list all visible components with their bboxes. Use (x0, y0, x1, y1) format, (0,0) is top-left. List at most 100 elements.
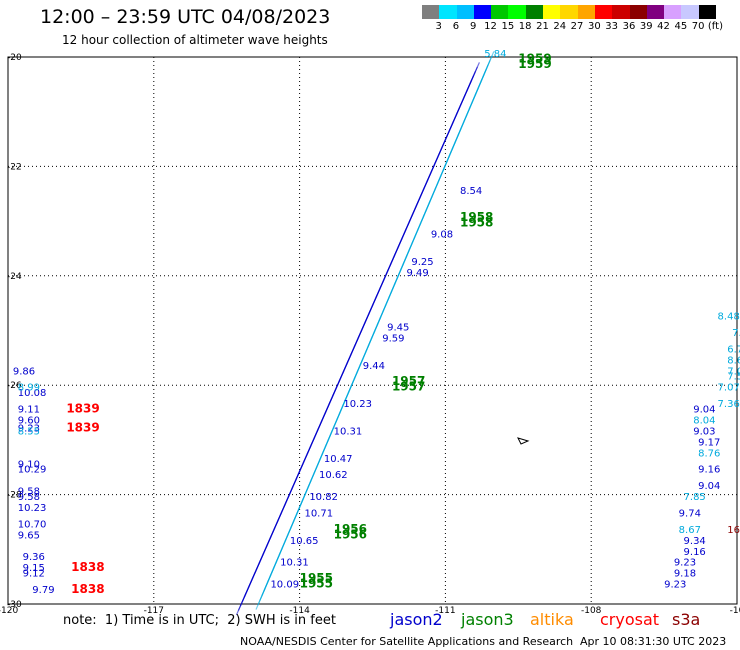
legend-altika: altika (530, 610, 574, 629)
data-point-label-jason2: 9.11 (18, 405, 40, 416)
chart-subtitle: 12 hour collection of altimeter wave hei… (62, 33, 328, 47)
data-point-label-jason2: 10.31 (280, 558, 309, 569)
x-tick-label: -108 (581, 606, 602, 616)
data-point-label-jason2: 10.08 (18, 388, 47, 399)
data-point-label-jason2: 9.16 (684, 547, 706, 558)
color-legend-label: 27 (570, 21, 584, 32)
data-point-label-jason3: 1956 (334, 522, 367, 536)
data-point-label-jason2: 9.25 (411, 257, 433, 268)
data-point-label-jason2: 9.18 (674, 569, 696, 580)
color-swatch (681, 5, 699, 19)
data-point-label-jason2: 9.45 (387, 323, 409, 334)
data-point-label-cryosat: 1839 (66, 402, 99, 416)
data-point-label-jason2: 10.62 (319, 470, 348, 481)
data-point-label-jason2: 10.71 (304, 508, 333, 519)
y-tick-label: -22 (7, 162, 22, 172)
data-point-label-cyan-track: 8.67 (679, 525, 701, 536)
color-swatch (664, 5, 682, 19)
color-legend-label: 9 (470, 21, 477, 32)
data-point-label-jason3: 1955 (300, 571, 333, 585)
data-point-label-jason2: 10.31 (334, 426, 363, 437)
color-swatch (594, 5, 613, 19)
data-point-label-cyan-track: 7.36 (718, 399, 740, 410)
y-tick-label: -28 (7, 491, 22, 501)
x-tick-label: -117 (144, 606, 164, 616)
data-point-label-cyan-track: 8.55 (18, 426, 40, 437)
color-swatch (612, 5, 630, 19)
data-point-label-cyan-track: 7.02 (727, 366, 740, 377)
data-point-label-jason2: 9.10 (18, 459, 40, 470)
chart-title: 12:00 – 23:59 UTC 04/08/2023 (40, 6, 331, 28)
data-point-label-jason2: 9.04 (698, 481, 720, 492)
color-swatch (473, 5, 492, 19)
data-point-label-jason2: 10.29 (18, 465, 47, 476)
color-legend-label: 45 (674, 21, 688, 32)
color-swatch (577, 5, 595, 19)
color-swatch (456, 5, 474, 19)
data-point-label-cyan-track: 5.84 (484, 49, 506, 60)
data-point-label-cyan-track: 8.65 (727, 355, 740, 366)
color-legend-label: 6 (452, 21, 460, 32)
color-legend-label: 15 (501, 21, 515, 32)
data-point-label-jason2: 9.04 (693, 405, 715, 416)
data-point-label-jason2: 9.34 (684, 536, 706, 547)
data-point-label-jason2: 9.23 (18, 424, 40, 435)
credit-text: NOAA/NESDIS Center for Satellite Applica… (240, 635, 574, 648)
color-legend-label: 30 (587, 21, 601, 32)
y-tick-label: -30 (7, 600, 22, 610)
data-point-label-jason2: 10.23 (343, 399, 372, 410)
color-legend-label: 70 (691, 21, 705, 32)
color-legend-label: 12 (484, 21, 497, 32)
data-point-label-jason2: 10.65 (290, 536, 319, 547)
color-swatch (491, 5, 509, 19)
footer-note: note: 1) Time is in UTC; 2) SWH is in fe… (63, 613, 336, 628)
color-legend-bar (422, 5, 717, 19)
data-point-label-jason2: 9.58 (18, 492, 40, 503)
data-point-label-jason2: 10.82 (309, 492, 338, 503)
color-legend-label: 3 (435, 21, 442, 32)
color-swatch (629, 5, 647, 19)
data-point-label-jason2: 9.15 (23, 563, 45, 574)
data-point-label-jason2: 9.86 (13, 366, 35, 377)
data-point-label-s3a: 164 (727, 525, 740, 536)
legend-jason3: jason3 (461, 610, 514, 629)
data-point-label-jason2: 9.74 (679, 508, 701, 519)
color-swatch (422, 5, 440, 19)
data-point-label-cryosat: 1839 (66, 421, 99, 435)
legend-cryosat: cryosat (600, 610, 660, 629)
data-point-label-jason2: 9.59 (382, 333, 404, 344)
plot-frame (7, 56, 738, 605)
data-point-label-cyan-track: 7.07 (718, 383, 740, 394)
color-legend-label: 36 (622, 21, 636, 32)
data-point-label-jason3: 1959 (518, 51, 551, 65)
data-point-label-jason3: 1959 (518, 57, 551, 71)
color-legend-label: 33 (605, 21, 619, 32)
data-point-label-jason2: 9.44 (363, 361, 385, 372)
data-point-label-cyan-track: 7.54 (727, 372, 740, 383)
data-point-label-cyan-track: 8.48 (718, 312, 740, 323)
data-point-label-jason2: 9.36 (23, 552, 45, 563)
data-point-label-cyan-track: 8.04 (693, 415, 715, 426)
data-point-label-cyan-track: 7.85 (684, 492, 706, 503)
data-point-label-jason3: 1958 (460, 210, 493, 224)
x-tick-label: -114 (289, 606, 310, 616)
color-swatch (508, 5, 526, 19)
data-point-label-cyan-track: 7.36 (732, 328, 740, 339)
data-point-label-jason3: 1956 (334, 527, 367, 541)
data-point-label-jason2: 10.70 (18, 519, 47, 530)
color-swatch (543, 5, 561, 19)
data-point-label-jason3: 1957 (392, 374, 425, 388)
x-tick-label: -111 (435, 606, 455, 616)
data-point-label-jason2: 9.60 (18, 415, 40, 426)
color-legend-label: 24 (553, 21, 567, 32)
color-legend-label: (ft) (707, 21, 723, 32)
data-point-label-cryosat: 1838 (71, 560, 104, 574)
data-point-label-jason2: 9.12 (23, 569, 45, 580)
data-point-label-cryosat: 1838 (71, 582, 104, 596)
color-swatch (525, 5, 544, 19)
track-trail-mark (235, 592, 247, 616)
data-point-label-jason2: 10.09 (270, 580, 299, 591)
x-tick-label: -120 (0, 606, 18, 616)
data-point-label-jason2: 9.79 (32, 585, 54, 596)
